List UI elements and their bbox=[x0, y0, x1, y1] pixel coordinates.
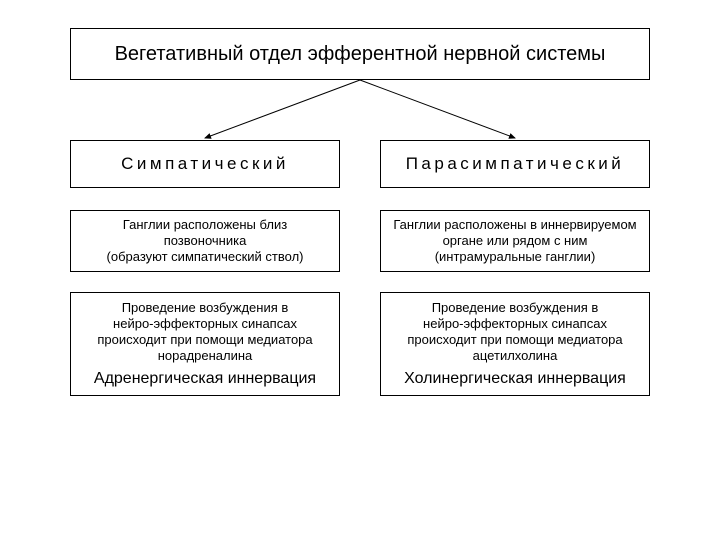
med-para-l3: происходит при помощи медиатора bbox=[407, 332, 622, 348]
branch-parasympathetic: Парасимпатический bbox=[380, 140, 650, 188]
arrow-right bbox=[360, 80, 515, 138]
mediator-parasympathetic: Проведение возбуждения в нейро-эффекторн… bbox=[380, 292, 650, 396]
med-para-l2: нейро-эффекторных синапсах bbox=[423, 316, 607, 332]
branch-sympathetic-label: Симпатический bbox=[121, 153, 289, 174]
ganglia-sym-l3: (образуют симпатический ствол) bbox=[107, 249, 304, 265]
ganglia-para-l1: Ганглии расположены в иннервируемом bbox=[393, 217, 636, 233]
ganglia-sym-l1: Ганглии расположены близ bbox=[123, 217, 287, 233]
innervation-sympathetic: Адренергическая иннервация bbox=[94, 369, 316, 389]
med-sym-l1: Проведение возбуждения в bbox=[122, 300, 289, 316]
diagram-canvas: Вегетативный отдел эфферентной нервной с… bbox=[0, 0, 720, 540]
ganglia-sympathetic: Ганглии расположены близ позвоночника (о… bbox=[70, 210, 340, 272]
branch-sympathetic: Симпатический bbox=[70, 140, 340, 188]
med-sym-l3: происходит при помощи медиатора bbox=[97, 332, 312, 348]
ganglia-sym-l2: позвоночника bbox=[164, 233, 247, 249]
med-sym-l4: норадреналина bbox=[158, 348, 253, 364]
branch-parasympathetic-label: Парасимпатический bbox=[406, 153, 625, 174]
innervation-parasympathetic: Холинергическая иннервация bbox=[404, 369, 626, 389]
title-box: Вегетативный отдел эфферентной нервной с… bbox=[70, 28, 650, 80]
ganglia-parasympathetic: Ганглии расположены в иннервируемом орга… bbox=[380, 210, 650, 272]
med-sym-l2: нейро-эффекторных синапсах bbox=[113, 316, 297, 332]
title-text: Вегетативный отдел эфферентной нервной с… bbox=[115, 42, 606, 67]
med-para-l4: ацетилхолина bbox=[473, 348, 558, 364]
med-para-l1: Проведение возбуждения в bbox=[432, 300, 599, 316]
mediator-sympathetic: Проведение возбуждения в нейро-эффекторн… bbox=[70, 292, 340, 396]
ganglia-para-l2: органе или рядом с ним bbox=[443, 233, 588, 249]
arrow-left bbox=[205, 80, 360, 138]
ganglia-para-l3: (интрамуральные ганглии) bbox=[435, 249, 596, 265]
